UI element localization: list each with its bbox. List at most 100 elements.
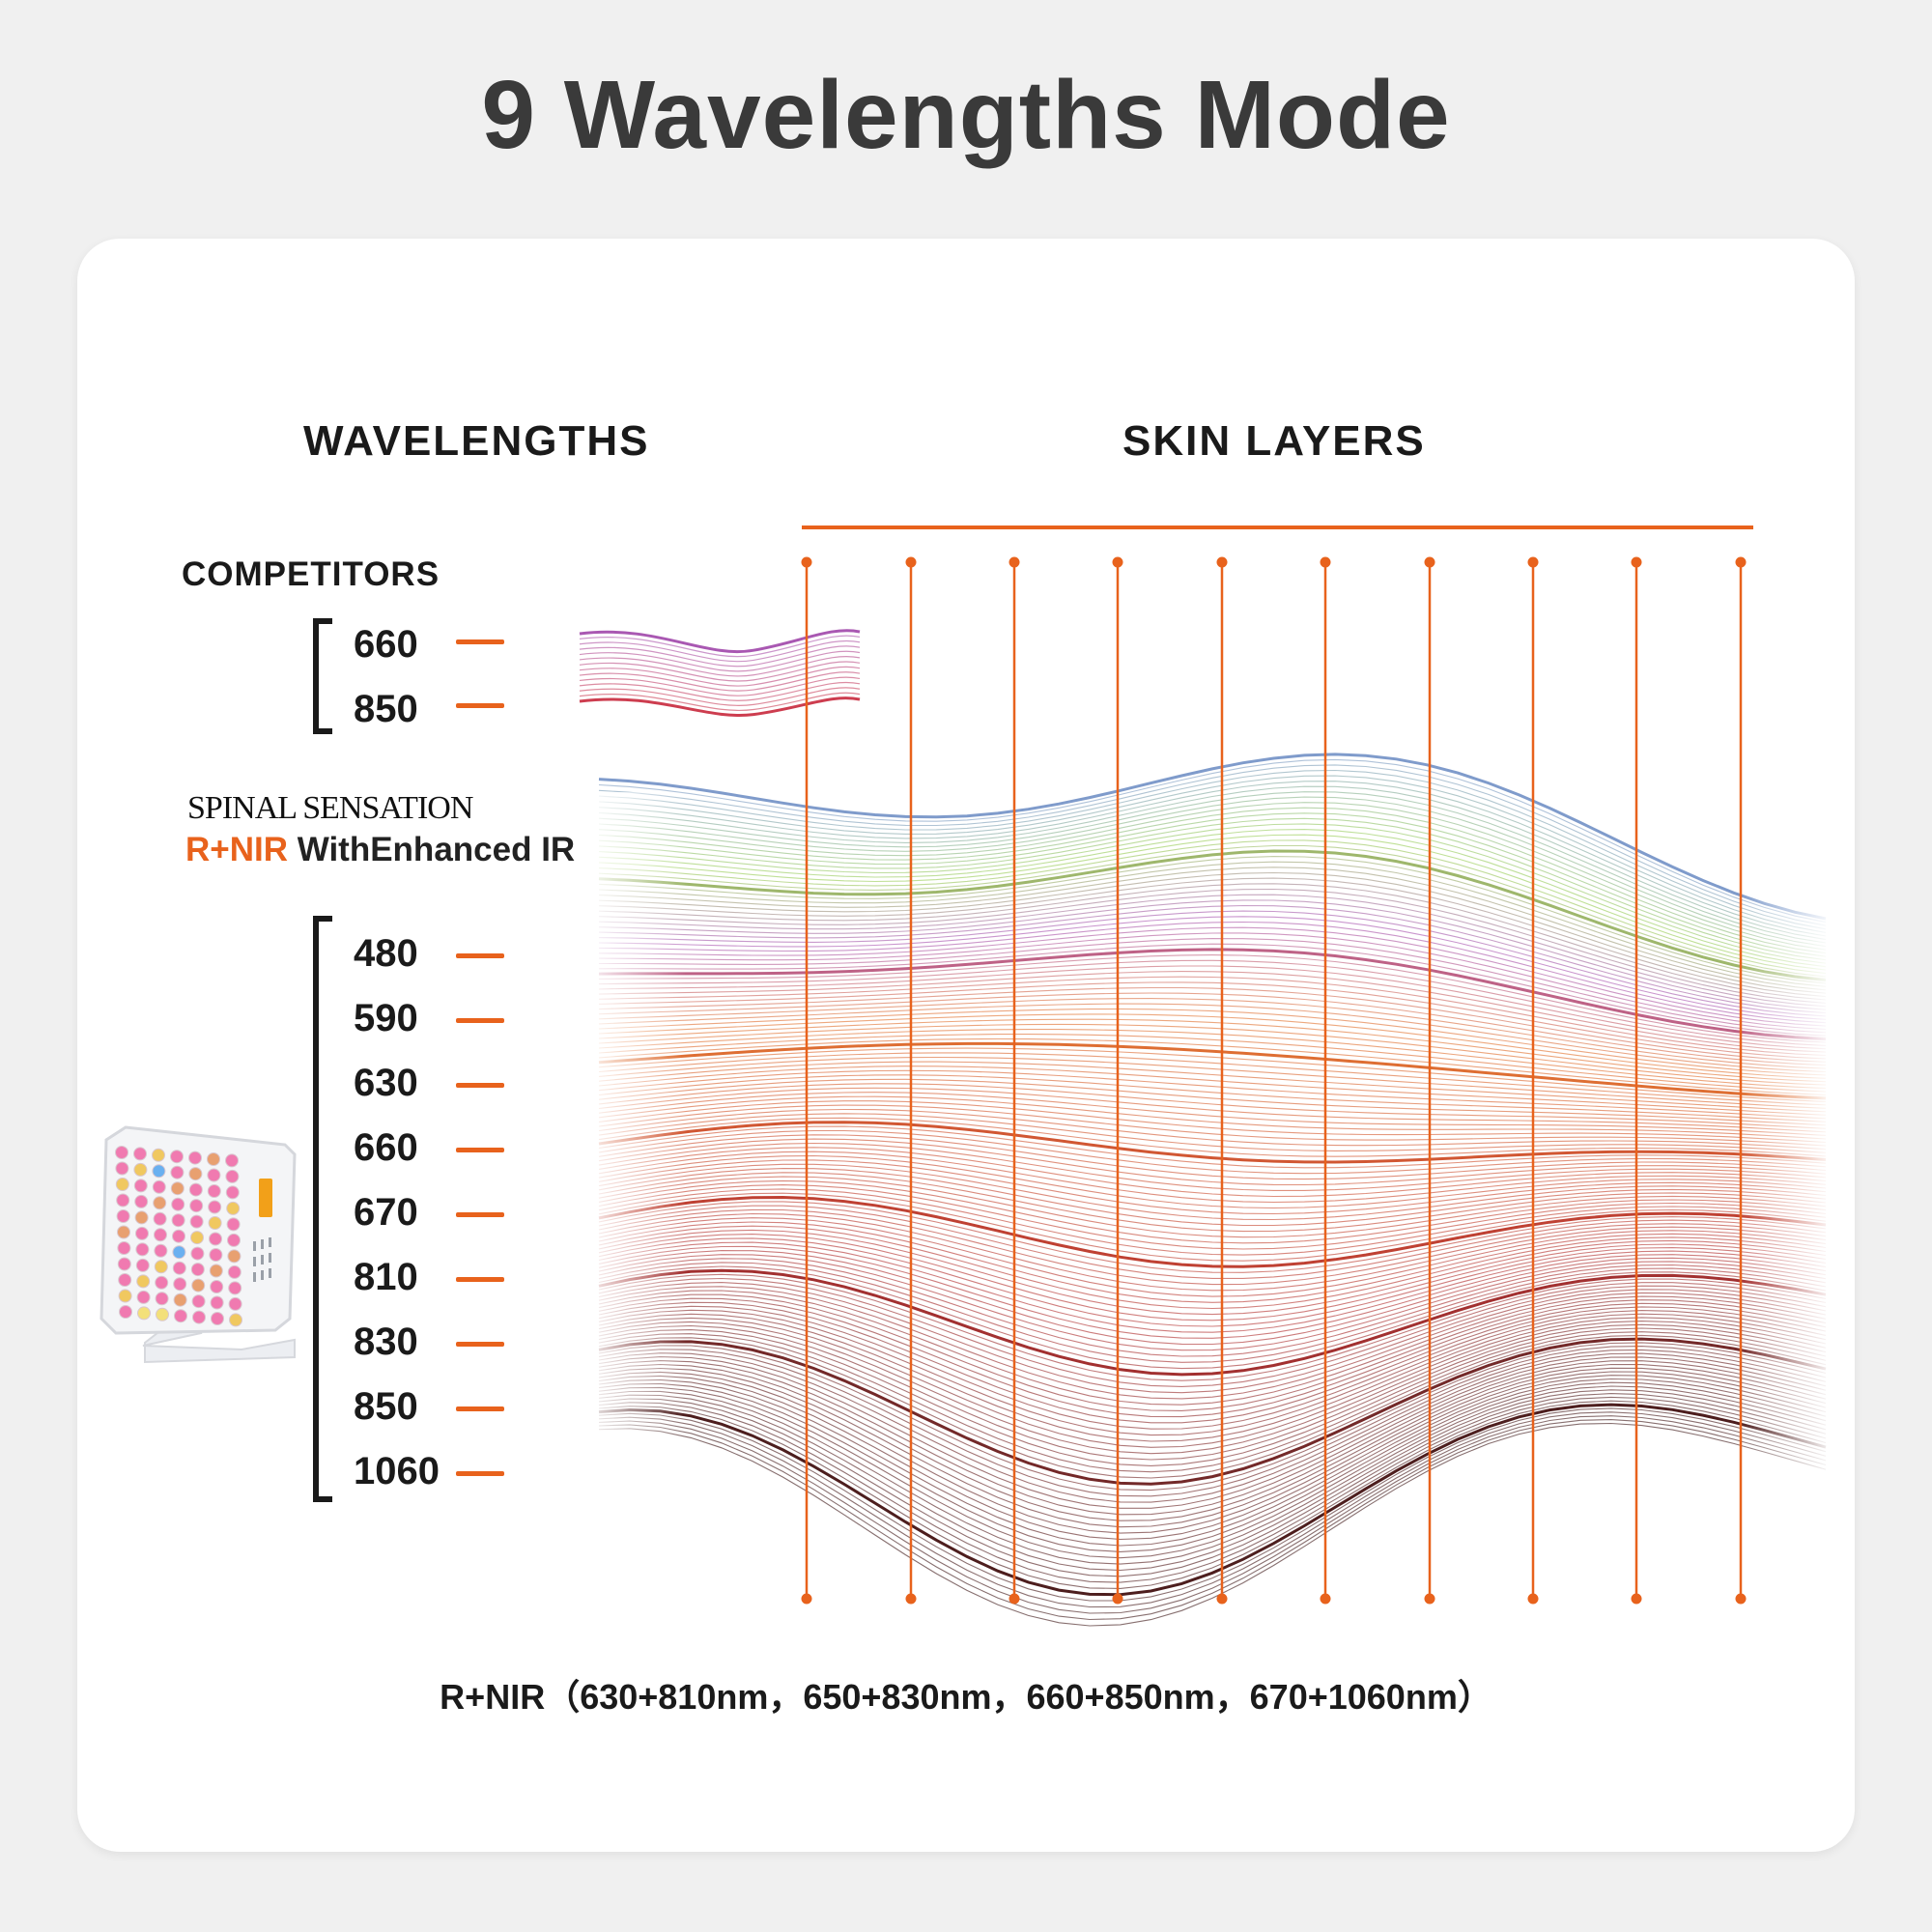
device-wave-line — [598, 1029, 1827, 1090]
device-wave-line — [598, 1034, 1827, 1093]
device-wave-line — [598, 1176, 1827, 1238]
skin-layer-dot — [1527, 1593, 1539, 1605]
skin-layer-dot — [1631, 1593, 1642, 1605]
device-wave-line — [598, 1229, 1827, 1316]
device-wave-line — [598, 883, 1827, 1001]
device-wave-line — [598, 1037, 1827, 1096]
device-wave-line — [598, 1061, 1827, 1113]
device-wave-line — [598, 1201, 1827, 1273]
device-wave-line — [598, 959, 1827, 1046]
device-wave-line — [598, 1069, 1827, 1120]
device-wave-line — [598, 1356, 1827, 1516]
led-dot — [227, 1264, 242, 1279]
competitor-wave-line — [579, 645, 861, 668]
device-tick-810 — [456, 1277, 504, 1282]
device-wave-line — [598, 1212, 1827, 1292]
device-wave-line — [598, 769, 1827, 930]
device-wave-line — [598, 1104, 1827, 1147]
led-dot — [209, 1232, 222, 1246]
device-wave-line — [598, 1265, 1827, 1370]
device-wave-line — [598, 1250, 1827, 1346]
device-wave-line — [598, 1389, 1827, 1572]
device-wave-line — [598, 1113, 1827, 1153]
skin-layer-dot — [1735, 1593, 1747, 1605]
device-wave-line — [598, 992, 1827, 1066]
competitor-wave-line — [579, 650, 861, 672]
device-wave-line — [598, 1052, 1827, 1106]
brand-name: SPINAL SENSATION — [187, 790, 473, 826]
led-dot — [209, 1248, 223, 1262]
device-wave-line — [598, 1346, 1827, 1497]
device-tick-670 — [456, 1212, 504, 1217]
led-dot — [115, 1161, 129, 1176]
device-wave-line — [598, 1323, 1827, 1461]
device-wave-line — [598, 1262, 1827, 1363]
led-dot — [189, 1199, 204, 1213]
led-dot — [188, 1182, 203, 1197]
device-wave-line — [598, 1147, 1827, 1198]
device-wave-line — [598, 904, 1827, 1014]
device-wave-line — [598, 871, 1827, 994]
led-dot — [226, 1201, 241, 1215]
skin-layer-dot — [801, 1593, 812, 1605]
device-wave-line — [598, 926, 1827, 1027]
competitor-wave-line — [579, 666, 861, 687]
device-wave-line — [598, 1349, 1827, 1503]
device-wave-line — [598, 1321, 1827, 1455]
device-wave-line — [598, 823, 1827, 964]
device-wavelength-830: 830 — [354, 1321, 418, 1363]
device-wave-line — [598, 1205, 1827, 1279]
led-dot — [190, 1246, 205, 1261]
device-wave-line — [598, 981, 1827, 1060]
led-dot — [228, 1296, 242, 1311]
competitors-bracket — [313, 618, 332, 734]
competitor-wave-line — [579, 671, 861, 692]
device-wave-line — [598, 1282, 1827, 1394]
device-wave-line — [598, 1041, 1827, 1100]
led-dot — [191, 1278, 206, 1293]
led-dot — [227, 1233, 241, 1247]
device-wave-line — [598, 1419, 1827, 1621]
led-dot — [189, 1214, 204, 1229]
led-dot — [117, 1257, 131, 1271]
led-dot — [152, 1179, 166, 1194]
competitor-wave-line — [579, 656, 861, 677]
device-wave-line — [598, 1237, 1827, 1327]
device-wave-line — [598, 856, 1827, 984]
led-dot — [154, 1243, 168, 1258]
device-wave-line — [598, 1290, 1827, 1406]
led-dot — [156, 1307, 169, 1321]
led-dot — [115, 1178, 129, 1191]
led-dot — [152, 1164, 166, 1179]
device-wavelength-590: 590 — [354, 997, 418, 1039]
led-dot — [170, 1165, 185, 1179]
device-wave-line — [598, 844, 1827, 978]
device-wave-line — [598, 791, 1827, 944]
device-wave-line — [598, 1381, 1827, 1559]
device-wave-line — [598, 775, 1827, 933]
device-wavelength-810: 810 — [354, 1256, 418, 1298]
led-dot — [133, 1179, 148, 1193]
device-wave-line — [598, 1403, 1827, 1597]
device-wave-line — [598, 802, 1827, 951]
device-wave-line — [598, 1317, 1827, 1448]
device-tick-830 — [456, 1342, 504, 1347]
competitor-wavelength-660: 660 — [354, 623, 418, 666]
device-wave-line — [598, 785, 1827, 941]
led-dot — [153, 1196, 167, 1210]
device-wave-line — [598, 758, 1827, 923]
device-wave-line — [598, 1277, 1827, 1387]
device-wave-line — [598, 1273, 1827, 1381]
device-wavelength-480: 480 — [354, 932, 418, 975]
device-wave-line — [598, 877, 1827, 998]
led-dot — [115, 1146, 128, 1159]
device-wave-line — [598, 1188, 1827, 1256]
led-dot — [188, 1167, 203, 1181]
device-wave-line — [598, 1331, 1827, 1473]
device-wave-line — [598, 1023, 1827, 1086]
competitor-wave-line — [579, 676, 861, 696]
device-tick-660 — [456, 1148, 504, 1152]
led-dot — [174, 1309, 187, 1323]
device-wave-line — [598, 948, 1827, 1041]
